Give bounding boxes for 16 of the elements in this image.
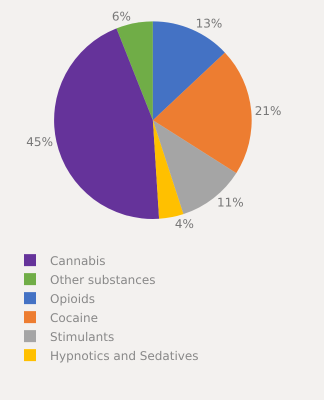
pie-slice	[152, 52, 252, 174]
data-label: 6%	[112, 9, 131, 24]
pie-slice	[54, 28, 160, 219]
data-label: 45%	[26, 135, 53, 150]
legend-label: Cannabis	[50, 254, 106, 268]
legend-label: Opioids	[50, 292, 95, 306]
legend-label: Stimulants	[50, 330, 114, 344]
data-label: 21%	[254, 104, 282, 118]
data-label: 4%	[174, 217, 194, 232]
data-label: 13%	[196, 16, 222, 31]
legend-label: Cocaine	[50, 310, 98, 325]
legend-label: Other substances	[50, 272, 156, 287]
legend-label: Hypnotics and Sedatives	[50, 348, 199, 363]
pie-slice	[152, 120, 184, 219]
pie-slice	[116, 21, 153, 120]
data-label: 11%	[216, 196, 244, 210]
